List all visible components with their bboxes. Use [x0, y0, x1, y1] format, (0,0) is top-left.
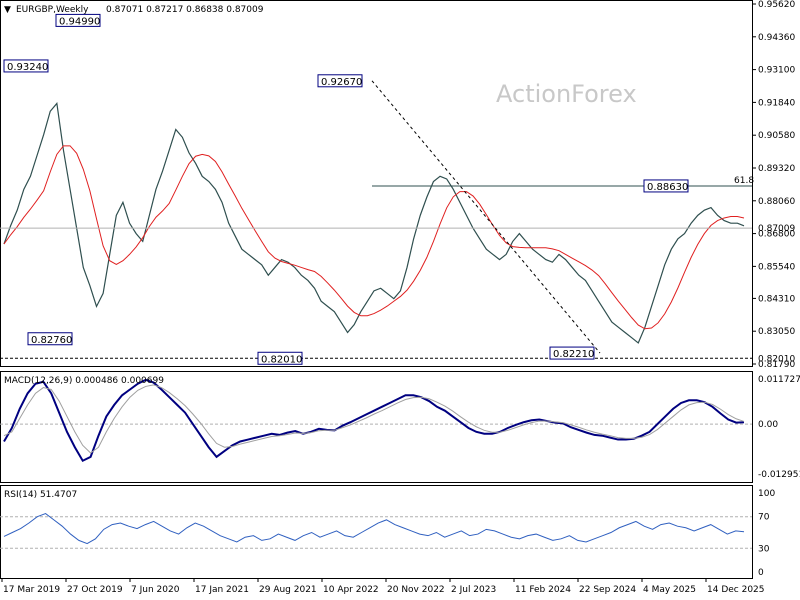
y-tick-label: 0.81790 [758, 360, 795, 370]
x-tick-label: 14 Dec 2025 [707, 585, 765, 595]
macd-tick-label: -0.012951 [758, 470, 800, 480]
y-tick-label: 0.85540 [758, 262, 795, 272]
rsi-tick-label: 70 [758, 513, 770, 523]
rsi-tick-label: 100 [758, 489, 775, 499]
price-panel [0, 0, 753, 367]
current-price-box [753, 222, 797, 235]
x-tick-label: 7 Jun 2020 [131, 585, 180, 595]
y-tick-label: 0.91840 [758, 98, 795, 108]
watermark: ActionForex [496, 80, 637, 108]
annotation-label: 0.94990 [59, 16, 100, 27]
macd-series: 0.011727 0.00 -0.012951 [0, 375, 800, 480]
y-tick-label: 0.88060 [758, 197, 795, 207]
annotation-box [3, 59, 49, 73]
y-tick-label: 0.89320 [758, 164, 795, 174]
annotation-label: 0.82010 [261, 354, 302, 365]
x-tick-label: 2 Jul 2023 [451, 585, 496, 595]
annotation-label: 0.82210 [553, 349, 594, 360]
macd-signal-line [3, 384, 745, 454]
macd-line [3, 378, 745, 463]
price-close-line [3, 102, 745, 344]
annotation-box [549, 346, 595, 360]
rsi-tick-label: 0 [758, 568, 764, 578]
y-tick-label: 0.95620 [758, 0, 795, 10]
rsi-tick-label: 30 [758, 544, 770, 554]
price-series [3, 102, 745, 344]
macd-label: MACD(12,26,9) 0.000486 0.000699 [4, 376, 164, 386]
annotation-label: 0.93240 [7, 62, 48, 73]
support-resistance-lines: 0.87009 0.82010 61.8 [0, 80, 797, 364]
x-tick-label: 17 Mar 2019 [3, 585, 60, 595]
macd-tick-label: 0.00 [758, 420, 778, 430]
x-tick-label: 20 Nov 2022 [387, 585, 445, 595]
rsi-panel [0, 485, 753, 579]
header-dropdown-icon[interactable]: ▼ [4, 5, 11, 15]
y-tick-label: 0.86800 [758, 230, 795, 240]
x-tick-label: 4 May 2025 [643, 585, 696, 595]
annotation-box [257, 351, 303, 365]
rsi-label: RSI(14) 51.4707 [4, 490, 77, 500]
x-tick-label: 22 Sep 2024 [579, 585, 636, 595]
current-price-label: 0.87009 [758, 224, 795, 234]
annotation-label: 0.88630 [647, 182, 688, 193]
trend-line [371, 80, 601, 354]
x-tick-label: 11 Feb 2024 [515, 585, 571, 595]
rsi-series: 100 70 30 0 [0, 489, 775, 578]
annotation-label: 0.82760 [31, 335, 72, 346]
x-tick-label: 29 Aug 2021 [259, 585, 317, 595]
bottom-level-label: 0.82010 [758, 354, 795, 364]
annotation-box [55, 13, 101, 27]
rsi-line [3, 512, 745, 545]
y-tick-label: 0.94360 [758, 33, 795, 43]
ohlc-values: 0.87071 0.87217 0.86838 0.87009 [106, 5, 264, 15]
y-tick-label: 0.93100 [758, 66, 795, 76]
price-annotations: 0.93240 0.94990 0.82760 0.92670 0.82010 0.822… [3, 13, 689, 365]
annotation-box [643, 179, 689, 193]
x-axis: 17 Mar 2019 27 Oct 2019 7 Jun 2020 17 Jan 2… [1, 578, 765, 595]
x-tick-label: 10 Apr 2022 [323, 585, 379, 595]
y-tick-label: 0.83050 [758, 327, 795, 337]
x-tick-label: 27 Oct 2019 [67, 585, 123, 595]
y-tick-label: 0.84310 [758, 294, 795, 304]
fib-label: 61.8 [734, 176, 754, 186]
annotation-box [317, 74, 363, 88]
price-y-axis: 0.95620 0.94360 0.93100 0.91840 0.90580 0.893… [752, 0, 795, 370]
macd-panel [0, 371, 753, 483]
moving-average-line [3, 145, 745, 330]
x-tick-label: 17 Jan 2021 [195, 585, 249, 595]
y-tick-label: 0.90580 [758, 131, 795, 141]
macd-tick-label: 0.011727 [758, 375, 800, 385]
ma-line [3, 145, 745, 330]
annotation-box [27, 332, 73, 346]
annotation-label: 0.92670 [321, 77, 362, 88]
symbol-info: EURGBP,Weekly [16, 5, 89, 15]
